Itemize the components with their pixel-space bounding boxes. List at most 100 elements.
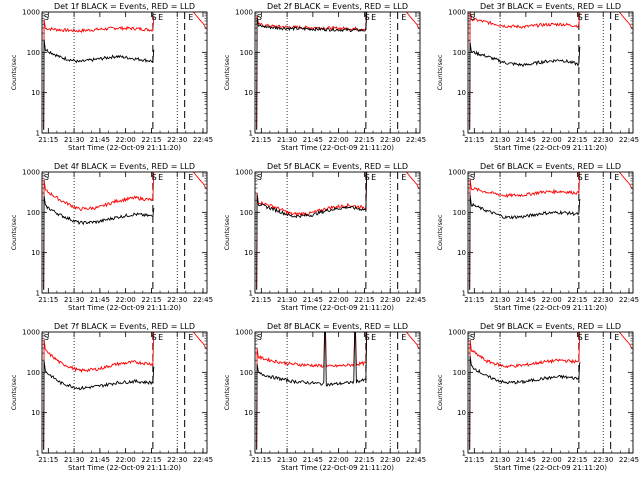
y-axis-label: Counts/sec: [436, 374, 444, 410]
x-tick-label: 22:30: [167, 136, 187, 144]
time-marker-e: E: [584, 173, 589, 182]
x-tick-label: 21:30: [490, 136, 510, 144]
y-tick-label: 1000: [22, 329, 40, 337]
x-tick-label: 22:45: [193, 456, 213, 464]
time-marker-e: E: [158, 173, 163, 182]
x-tick-label: 21:30: [490, 296, 510, 304]
x-tick-label: 22:45: [193, 296, 213, 304]
y-tick-label: 1: [462, 130, 466, 138]
x-tick-label: 22:00: [116, 136, 136, 144]
series-line-black: [469, 42, 581, 130]
y-axis-label: Counts/sec: [436, 54, 444, 90]
x-axis-label: Start Time (22-Oct-09 21:11:20): [281, 144, 394, 152]
x-tick-label: 21:30: [64, 136, 84, 144]
series-tail-red: [192, 332, 207, 350]
x-tick-label: 21:45: [303, 456, 323, 464]
x-tick-label: 21:45: [303, 136, 323, 144]
panel-title: Det 4f BLACK = Events, RED = LLD: [54, 162, 195, 171]
series-tail-red: [405, 172, 420, 190]
series-line-black: [43, 195, 155, 290]
series-line-black: [469, 194, 581, 290]
time-marker-e: E: [371, 13, 376, 22]
time-marker-s: S: [257, 173, 262, 182]
x-tick-label: 22:00: [542, 456, 562, 464]
x-tick-label: 21:30: [277, 456, 297, 464]
x-tick-label: 21:15: [464, 296, 484, 304]
x-tick-label: 22:30: [380, 296, 400, 304]
y-tick-label: 1: [36, 290, 40, 298]
x-tick-label: 22:45: [406, 456, 426, 464]
panel-3: Det 3f BLACK = Events, RED = LLD 1 10 100 10…: [436, 2, 639, 152]
time-marker-e: E: [158, 333, 163, 342]
series-tail-red: [618, 172, 633, 190]
x-tick-label: 22:15: [354, 456, 374, 464]
panel-title: Det 5f BLACK = Events, RED = LLD: [267, 162, 408, 171]
y-tick-label: 10: [31, 89, 40, 97]
time-marker-s: S: [257, 13, 262, 22]
x-tick-label: 22:30: [380, 136, 400, 144]
time-marker-s: S: [578, 173, 583, 182]
time-marker-s: S: [578, 333, 583, 342]
x-tick-label: 21:30: [64, 296, 84, 304]
series-line-red: [43, 172, 155, 290]
x-axis-label: Start Time (22-Oct-09 21:11:20): [494, 304, 607, 312]
y-tick-label: 1: [36, 130, 40, 138]
series-tail-red: [192, 12, 207, 30]
x-axis-label: Start Time (22-Oct-09 21:11:20): [68, 304, 181, 312]
time-marker-e: E: [371, 173, 376, 182]
axes-frame: [467, 11, 634, 134]
y-tick-label: 10: [244, 409, 253, 417]
x-tick-label: 22:45: [619, 456, 639, 464]
y-axis-label: Counts/sec: [436, 214, 444, 250]
y-axis-label: Counts/sec: [10, 374, 18, 410]
series-tail-red: [618, 332, 633, 350]
y-tick-label: 100: [27, 49, 40, 57]
x-axis-label: Start Time (22-Oct-09 21:11:20): [494, 464, 607, 472]
panel-title: Det 1f BLACK = Events, RED = LLD: [54, 2, 195, 11]
time-marker-s: S: [365, 173, 370, 182]
x-tick-label: 22:15: [141, 456, 161, 464]
panel-title: Det 9f BLACK = Events, RED = LLD: [480, 322, 621, 331]
time-marker-s: S: [44, 13, 49, 22]
x-tick-label: 22:15: [567, 456, 587, 464]
time-marker-e: E: [401, 13, 406, 22]
y-tick-label: 1: [36, 450, 40, 458]
series-tail-red: [618, 12, 633, 30]
x-tick-label: 22:00: [329, 296, 349, 304]
y-tick-label: 100: [240, 49, 253, 57]
y-tick-label: 1000: [235, 329, 253, 337]
panel-8: Det 8f BLACK = Events, RED = LLD 1 10 100 10…: [223, 322, 426, 472]
x-tick-label: 22:30: [593, 136, 613, 144]
y-axis-label: Counts/sec: [10, 54, 18, 90]
x-tick-label: 22:30: [167, 456, 187, 464]
panel-9: Det 9f BLACK = Events, RED = LLD 1 10 100 10…: [436, 322, 639, 472]
time-marker-s: S: [470, 333, 475, 342]
y-tick-label: 100: [27, 209, 40, 217]
y-tick-label: 1: [462, 450, 466, 458]
series-line-red: [43, 17, 155, 130]
x-tick-label: 22:30: [593, 296, 613, 304]
series-tail-red: [405, 12, 420, 30]
y-tick-label: 10: [457, 249, 466, 257]
y-tick-label: 100: [240, 369, 253, 377]
y-axis-label: Counts/sec: [223, 214, 231, 250]
panel-1: Det 1f BLACK = Events, RED = LLD 1 10 100 10…: [10, 2, 213, 152]
time-marker-e: E: [188, 13, 193, 22]
time-marker-s: S: [44, 173, 49, 182]
time-marker-s: S: [365, 333, 370, 342]
x-tick-label: 21:15: [38, 456, 58, 464]
y-tick-label: 1000: [235, 9, 253, 17]
x-tick-label: 22:15: [567, 136, 587, 144]
time-marker-e: E: [158, 13, 163, 22]
axes-frame: [467, 331, 634, 454]
x-tick-label: 22:15: [354, 136, 374, 144]
y-tick-label: 1000: [22, 9, 40, 17]
y-tick-label: 100: [453, 49, 466, 57]
series-line-red: [256, 172, 368, 290]
axes-frame: [254, 11, 421, 134]
y-tick-label: 100: [240, 209, 253, 217]
x-tick-label: 22:00: [116, 456, 136, 464]
x-axis-label: Start Time (22-Oct-09 21:11:20): [494, 144, 607, 152]
